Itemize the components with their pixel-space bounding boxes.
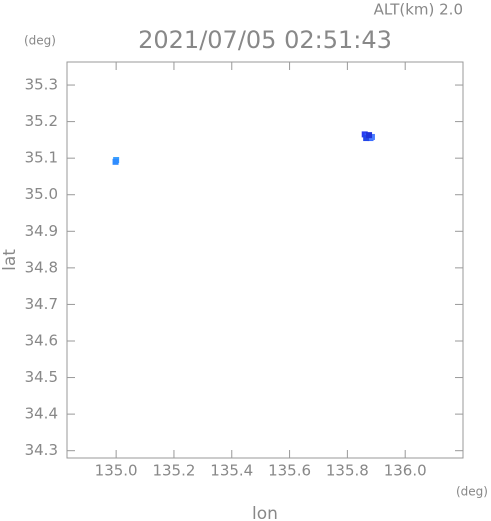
y-tick-label: 34.7 bbox=[25, 295, 58, 313]
y-tick-label: 34.3 bbox=[25, 441, 58, 459]
y-tick-label: 34.4 bbox=[25, 405, 58, 423]
data-point bbox=[366, 132, 373, 139]
y-tick-label: 34.6 bbox=[25, 331, 58, 349]
y-tick-label: 34.9 bbox=[25, 222, 58, 240]
x-label: lon bbox=[252, 504, 278, 521]
y-label: lat bbox=[0, 249, 20, 271]
data-point bbox=[112, 158, 119, 165]
y-tick-label: 35.0 bbox=[25, 185, 58, 203]
y-tick-label: 35.3 bbox=[25, 76, 58, 94]
chart-title: 2021/07/05 02:51:43 bbox=[138, 26, 392, 54]
y-tick-label: 35.1 bbox=[25, 149, 58, 167]
x-tick-label: 136.0 bbox=[384, 462, 427, 480]
annotation: ALT(km) 2.0 bbox=[374, 1, 463, 19]
x-tick-label: 135.4 bbox=[210, 462, 253, 480]
x-tick-label: 135.6 bbox=[268, 462, 311, 480]
y-tick-label: 34.8 bbox=[25, 258, 58, 276]
plot-frame bbox=[66, 61, 464, 459]
x-unit: (deg) bbox=[456, 485, 488, 499]
y-tick-label: 35.2 bbox=[25, 112, 58, 130]
y-unit: (deg) bbox=[24, 34, 56, 48]
y-tick-label: 34.5 bbox=[25, 368, 58, 386]
x-tick-label: 135.0 bbox=[95, 462, 138, 480]
x-tick-label: 135.8 bbox=[326, 462, 369, 480]
x-tick-label: 135.2 bbox=[152, 462, 195, 480]
